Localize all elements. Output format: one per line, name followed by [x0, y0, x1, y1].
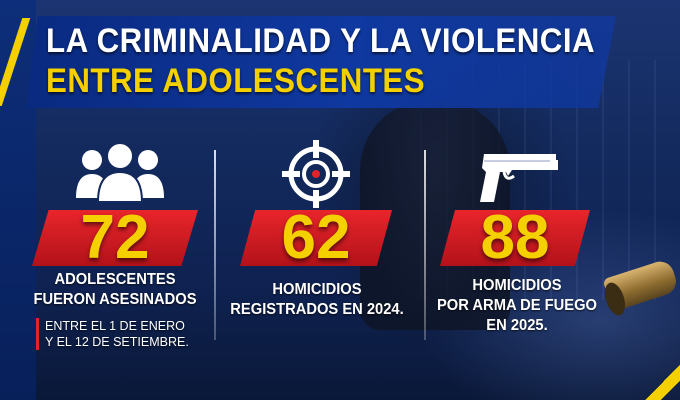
stat-label-line: HOMICIDIOS: [272, 281, 362, 298]
stat-number: 62: [281, 203, 351, 272]
column-divider: [214, 150, 216, 340]
crosshair-target-icon: [282, 140, 350, 208]
people-group-icon: [76, 142, 164, 203]
stat-number: 88: [480, 203, 550, 272]
stat-number: 72: [80, 203, 150, 272]
stat-label-line: REGISTRADOS EN 2024.: [230, 301, 404, 318]
stat-label-line: POR ARMA DE FUEGO: [436, 297, 598, 314]
title-band: [26, 16, 616, 108]
date-range-note: ENTRE EL 1 DE ENERO: [45, 319, 185, 333]
column-divider: [424, 150, 426, 340]
headline-line-2: ENTRE ADOLESCENTES: [46, 62, 426, 100]
stat-label-line: FUERON ASESINADOS: [33, 291, 197, 308]
stat-label-line: HOMICIDIOS: [472, 277, 562, 294]
handgun-icon: [480, 154, 558, 202]
red-banner: [240, 210, 392, 266]
stat-label-line: ADOLESCENTES: [54, 271, 176, 288]
headline-line-1: LA CRIMINALIDAD Y LA VIOLENCIA: [46, 22, 596, 60]
note-accent-bar: [36, 318, 39, 350]
red-banner: [32, 210, 198, 266]
stat-label-line: EN 2025.: [486, 317, 548, 334]
red-banner: [440, 210, 590, 266]
yellow-corner-accent: [640, 340, 680, 400]
date-range-note: Y EL 12 DE SETIEMBRE.: [45, 335, 189, 349]
left-accent-stripe: [0, 0, 36, 400]
